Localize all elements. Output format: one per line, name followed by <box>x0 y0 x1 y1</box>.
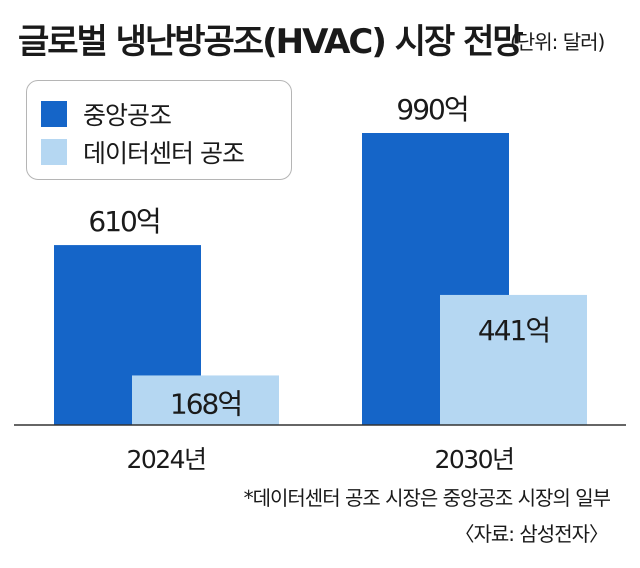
bar-datacenter-1 <box>440 294 587 425</box>
value-label-central-0: 610억 <box>88 205 159 238</box>
unit-label: (단위: 달러) <box>510 30 605 54</box>
chart-title: 글로벌 냉난방공조(HVAC) 시장 전망 <box>18 22 524 62</box>
value-label-central-1: 990억 <box>396 93 467 126</box>
value-label-datacenter-0: 168억 <box>170 387 241 420</box>
footnote: *데이터센터 공조 시장은 중앙공조 시장의 일부 <box>243 486 611 510</box>
legend-label-central: 중앙공조 <box>83 101 172 130</box>
category-label-1: 2030년 <box>434 445 513 474</box>
legend-swatch-central <box>41 101 67 127</box>
legend-swatch-datacenter <box>41 139 67 165</box>
legend: 중앙공조 데이터센터 공조 <box>26 80 292 180</box>
value-label-datacenter-1: 441억 <box>478 314 549 347</box>
legend-item-datacenter: 데이터센터 공조 <box>41 137 245 168</box>
bar-datacenter-0 <box>132 375 279 425</box>
category-label-0: 2024년 <box>126 445 205 474</box>
legend-label-datacenter: 데이터센터 공조 <box>83 139 245 168</box>
source-note: 〈자료: 삼성전자〉 <box>454 522 609 546</box>
legend-item-central: 중앙공조 <box>41 99 172 130</box>
